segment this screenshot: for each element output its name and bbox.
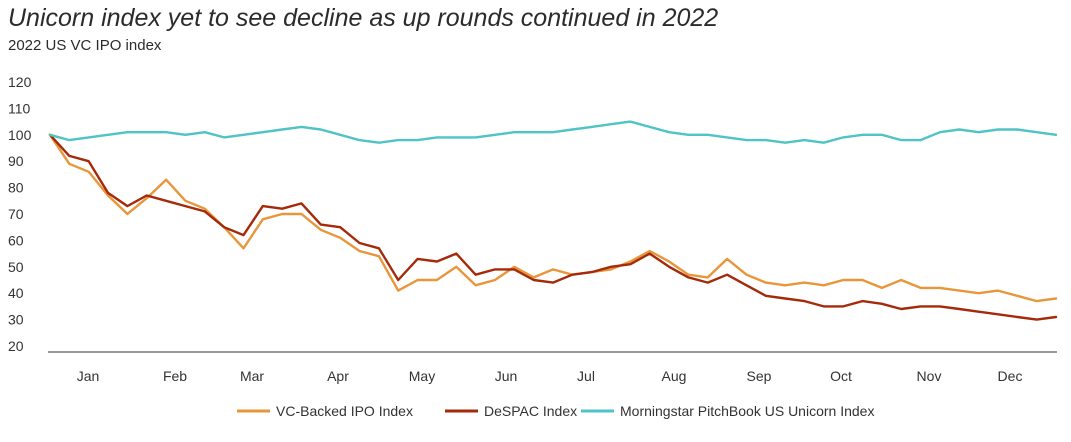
y-tick-label: 60	[8, 232, 24, 248]
series-line-1	[48, 133, 1058, 303]
chart-title: Unicorn index yet to see decline as up r…	[8, 4, 719, 32]
y-tick-label: 40	[8, 285, 24, 301]
y-tick-label: 90	[8, 153, 24, 169]
y-tick-label: 100	[8, 127, 32, 143]
x-tick-label: Jan	[77, 368, 100, 384]
x-tick-label: Jun	[495, 368, 518, 384]
legend-label: DeSPAC Index	[484, 403, 577, 419]
y-axis-ticks: 120 110 100 90 80 70 60 50 40 30 20	[8, 74, 32, 354]
x-tick-label: May	[409, 368, 435, 384]
y-tick-label: 70	[8, 206, 24, 222]
series-lines	[48, 120, 1058, 321]
x-tick-label: Sep	[747, 368, 772, 384]
y-tick-label: 20	[8, 338, 24, 354]
x-tick-label: Feb	[163, 368, 187, 384]
x-tick-label: Mar	[240, 368, 264, 384]
chart-subtitle: 2022 US VC IPO index	[8, 37, 162, 54]
series-line-2	[48, 133, 1058, 321]
x-tick-label: Dec	[998, 368, 1023, 384]
x-axis-ticks: Jan Feb Mar Apr May Jun Jul Aug Sep Oct Nov Dec	[77, 368, 1023, 384]
series-line-3	[48, 120, 1058, 144]
y-tick-label: 80	[8, 180, 24, 196]
y-tick-label: 110	[8, 100, 31, 116]
legend: VC-Backed IPO Index DeSPAC Index Morningst…	[237, 403, 874, 419]
x-tick-label: Aug	[662, 368, 687, 384]
y-tick-label: 50	[8, 259, 24, 275]
legend-label: VC-Backed IPO Index	[276, 403, 413, 419]
x-tick-label: Nov	[917, 368, 942, 384]
y-tick-label: 120	[8, 74, 32, 90]
x-tick-label: Jul	[577, 368, 595, 384]
y-tick-label: 30	[8, 312, 24, 328]
x-tick-label: Apr	[327, 368, 349, 384]
legend-label: Morningstar PitchBook US Unicorn Index	[620, 403, 874, 419]
x-tick-label: Oct	[830, 368, 852, 384]
